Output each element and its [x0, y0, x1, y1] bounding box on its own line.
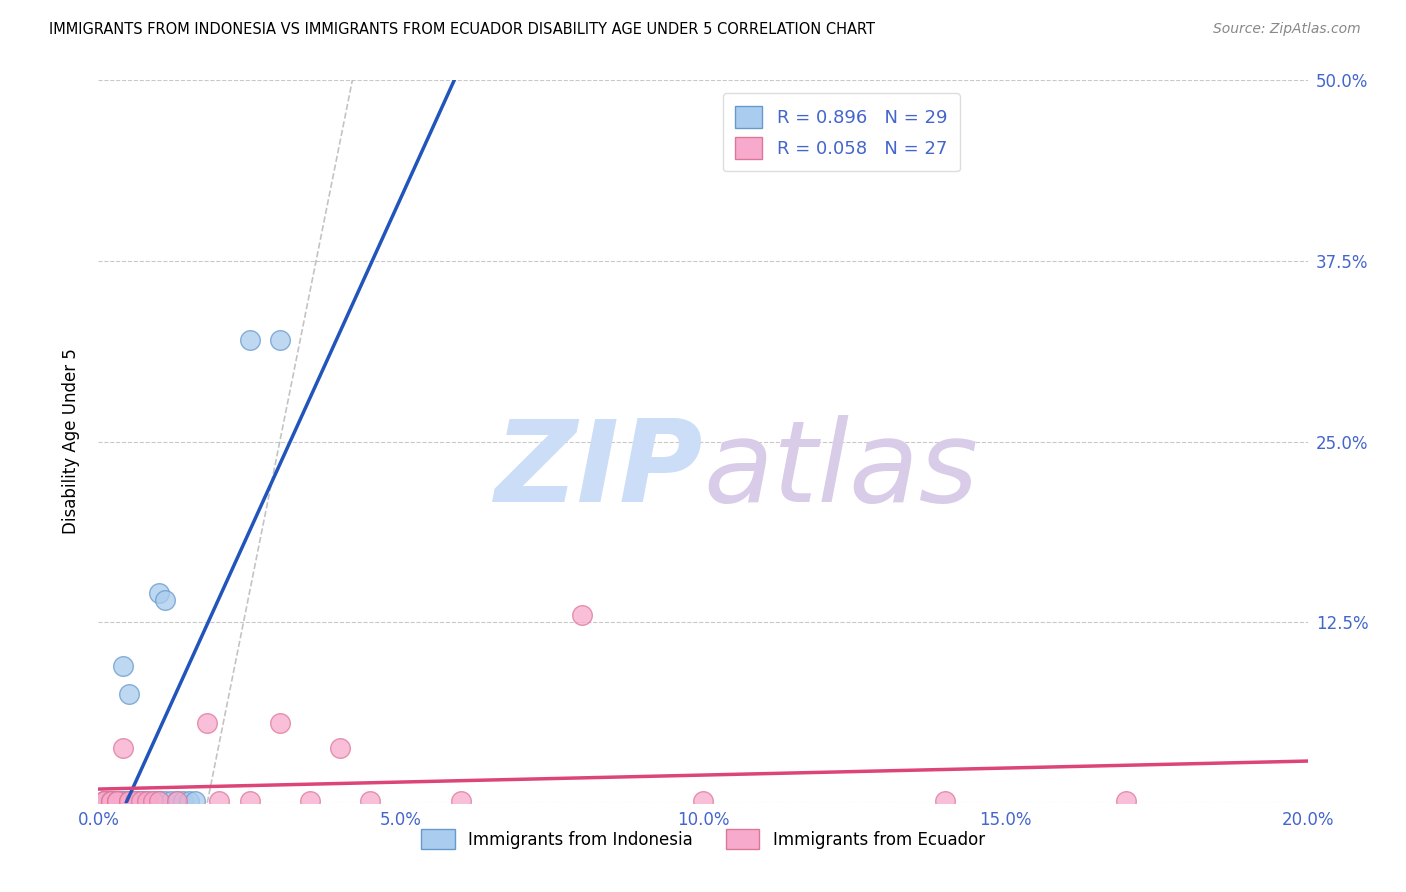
- Point: [360, 794, 382, 808]
- Point: [129, 794, 152, 808]
- Point: [100, 794, 122, 808]
- Point: [269, 334, 291, 348]
- Point: [571, 607, 593, 622]
- Point: [1115, 794, 1137, 808]
- Point: [129, 794, 152, 808]
- Point: [111, 740, 134, 755]
- Point: [166, 794, 188, 808]
- Point: [105, 794, 128, 808]
- Point: [299, 794, 322, 808]
- Point: [118, 794, 141, 808]
- Point: [239, 794, 262, 808]
- Point: [195, 716, 218, 731]
- Text: Source: ZipAtlas.com: Source: ZipAtlas.com: [1213, 22, 1361, 37]
- Point: [269, 716, 291, 731]
- Point: [148, 794, 170, 808]
- Point: [142, 794, 165, 808]
- Point: [124, 794, 146, 808]
- Text: IMMIGRANTS FROM INDONESIA VS IMMIGRANTS FROM ECUADOR DISABILITY AGE UNDER 5 CORR: IMMIGRANTS FROM INDONESIA VS IMMIGRANTS …: [49, 22, 875, 37]
- Point: [148, 586, 170, 600]
- Point: [148, 794, 170, 808]
- Point: [153, 593, 176, 607]
- Point: [100, 794, 122, 808]
- Point: [105, 794, 128, 808]
- Point: [111, 658, 134, 673]
- Point: [100, 794, 122, 808]
- Point: [239, 334, 262, 348]
- Point: [179, 794, 201, 808]
- Point: [105, 794, 128, 808]
- Point: [692, 794, 714, 808]
- Point: [184, 794, 207, 808]
- Point: [118, 794, 141, 808]
- Point: [124, 794, 146, 808]
- Point: [93, 794, 115, 808]
- Text: atlas: atlas: [703, 415, 979, 526]
- Point: [450, 794, 472, 808]
- Point: [153, 794, 176, 808]
- Point: [118, 687, 141, 701]
- Point: [135, 794, 157, 808]
- Point: [329, 740, 352, 755]
- Point: [111, 794, 134, 808]
- Point: [129, 794, 152, 808]
- Point: [118, 794, 141, 808]
- Text: ZIP: ZIP: [495, 415, 703, 526]
- Point: [93, 794, 115, 808]
- Legend: Immigrants from Indonesia, Immigrants from Ecuador: Immigrants from Indonesia, Immigrants fr…: [415, 822, 991, 856]
- Point: [118, 794, 141, 808]
- Point: [135, 794, 157, 808]
- Point: [172, 794, 194, 808]
- Point: [208, 794, 231, 808]
- Point: [93, 794, 115, 808]
- Point: [124, 794, 146, 808]
- Point: [166, 794, 188, 808]
- Point: [142, 794, 165, 808]
- Point: [160, 794, 183, 808]
- Point: [111, 794, 134, 808]
- Point: [934, 794, 956, 808]
- Point: [100, 794, 122, 808]
- Y-axis label: Disability Age Under 5: Disability Age Under 5: [62, 349, 80, 534]
- Point: [148, 794, 170, 808]
- Point: [105, 794, 128, 808]
- Point: [93, 794, 115, 808]
